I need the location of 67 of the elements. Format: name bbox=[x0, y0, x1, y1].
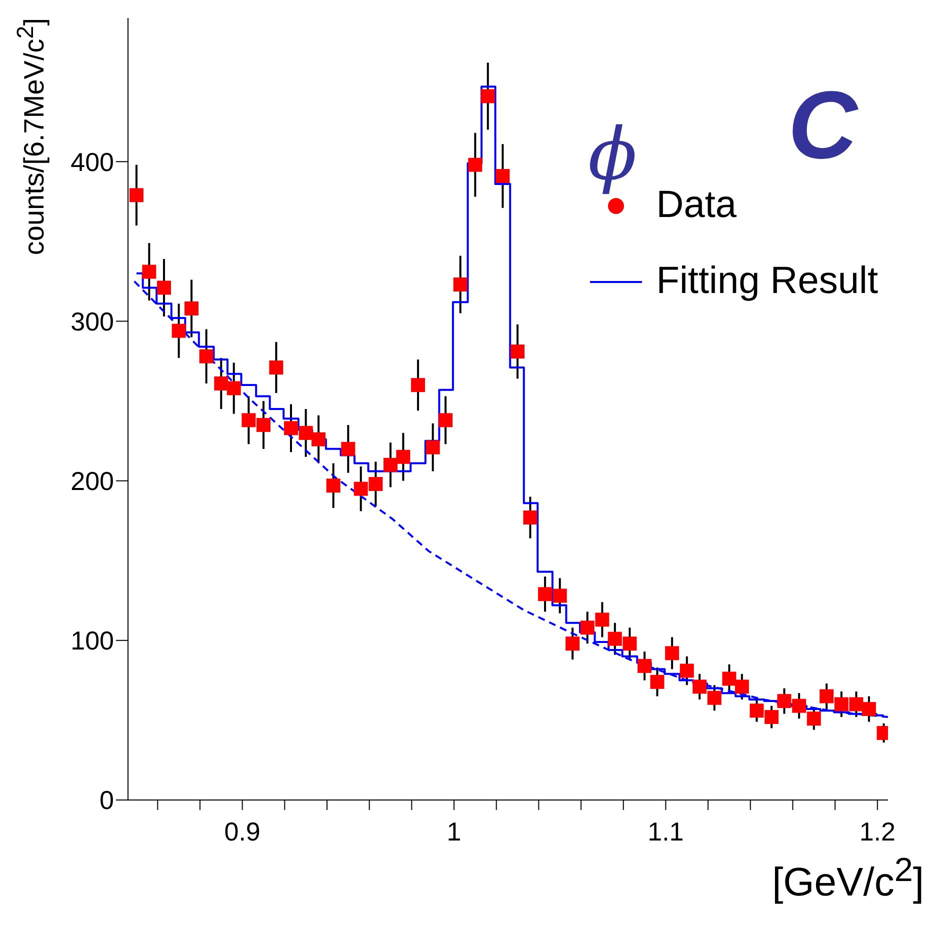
point bbox=[650, 674, 664, 689]
point bbox=[622, 636, 637, 651]
point bbox=[468, 158, 482, 172]
x-tick-label: 1 bbox=[446, 816, 462, 846]
y-tick-label: 100 bbox=[70, 626, 114, 656]
legend-label: Fitting Result bbox=[656, 260, 878, 303]
point bbox=[510, 344, 525, 359]
y-tick-label: 300 bbox=[70, 306, 114, 336]
point bbox=[298, 426, 313, 440]
point bbox=[764, 710, 779, 724]
point bbox=[341, 442, 356, 456]
point bbox=[538, 587, 552, 602]
x-tick-label: 1.1 bbox=[648, 816, 684, 846]
point bbox=[396, 450, 410, 464]
point bbox=[156, 280, 171, 295]
annotation: C bbox=[788, 72, 858, 179]
x-tick-label: 1.2 bbox=[859, 816, 896, 846]
x-tick-label: 0.9 bbox=[224, 816, 260, 846]
point bbox=[312, 432, 326, 446]
point bbox=[368, 477, 383, 492]
point bbox=[242, 413, 256, 428]
point bbox=[552, 588, 567, 603]
point bbox=[172, 324, 186, 338]
y-tick-label: 400 bbox=[70, 146, 114, 177]
point bbox=[438, 413, 453, 428]
point bbox=[284, 421, 298, 436]
point bbox=[750, 704, 764, 718]
point bbox=[638, 658, 652, 673]
point bbox=[806, 712, 821, 726]
annotation: ϕ bbox=[588, 112, 638, 196]
point bbox=[411, 378, 426, 392]
point bbox=[665, 646, 680, 660]
point bbox=[354, 482, 368, 496]
point bbox=[692, 680, 707, 694]
point bbox=[453, 278, 468, 292]
point bbox=[496, 168, 510, 183]
point bbox=[184, 301, 199, 316]
point bbox=[834, 697, 848, 712]
point bbox=[862, 702, 876, 716]
point bbox=[849, 697, 864, 712]
point bbox=[580, 620, 594, 635]
point bbox=[199, 349, 214, 364]
point bbox=[792, 698, 806, 713]
legend-label: Data bbox=[656, 184, 737, 227]
point bbox=[269, 360, 284, 375]
point bbox=[226, 381, 241, 396]
point bbox=[142, 264, 156, 279]
point bbox=[384, 458, 398, 472]
point bbox=[680, 664, 694, 678]
point bbox=[426, 440, 440, 454]
y-tick-label: 200 bbox=[70, 466, 114, 496]
x-axis-title: [GeV/c$^{2}$] bbox=[772, 852, 924, 906]
point bbox=[734, 680, 749, 694]
point bbox=[566, 636, 580, 651]
point bbox=[820, 689, 834, 704]
point bbox=[608, 632, 622, 646]
point bbox=[523, 510, 538, 525]
point bbox=[722, 672, 736, 686]
point bbox=[777, 694, 792, 708]
point bbox=[129, 188, 144, 202]
point bbox=[214, 376, 228, 390]
point bbox=[256, 418, 270, 432]
point bbox=[707, 690, 722, 705]
point bbox=[326, 478, 340, 493]
point bbox=[595, 612, 610, 627]
point bbox=[480, 89, 495, 104]
y-tick-label: 0 bbox=[100, 785, 114, 816]
